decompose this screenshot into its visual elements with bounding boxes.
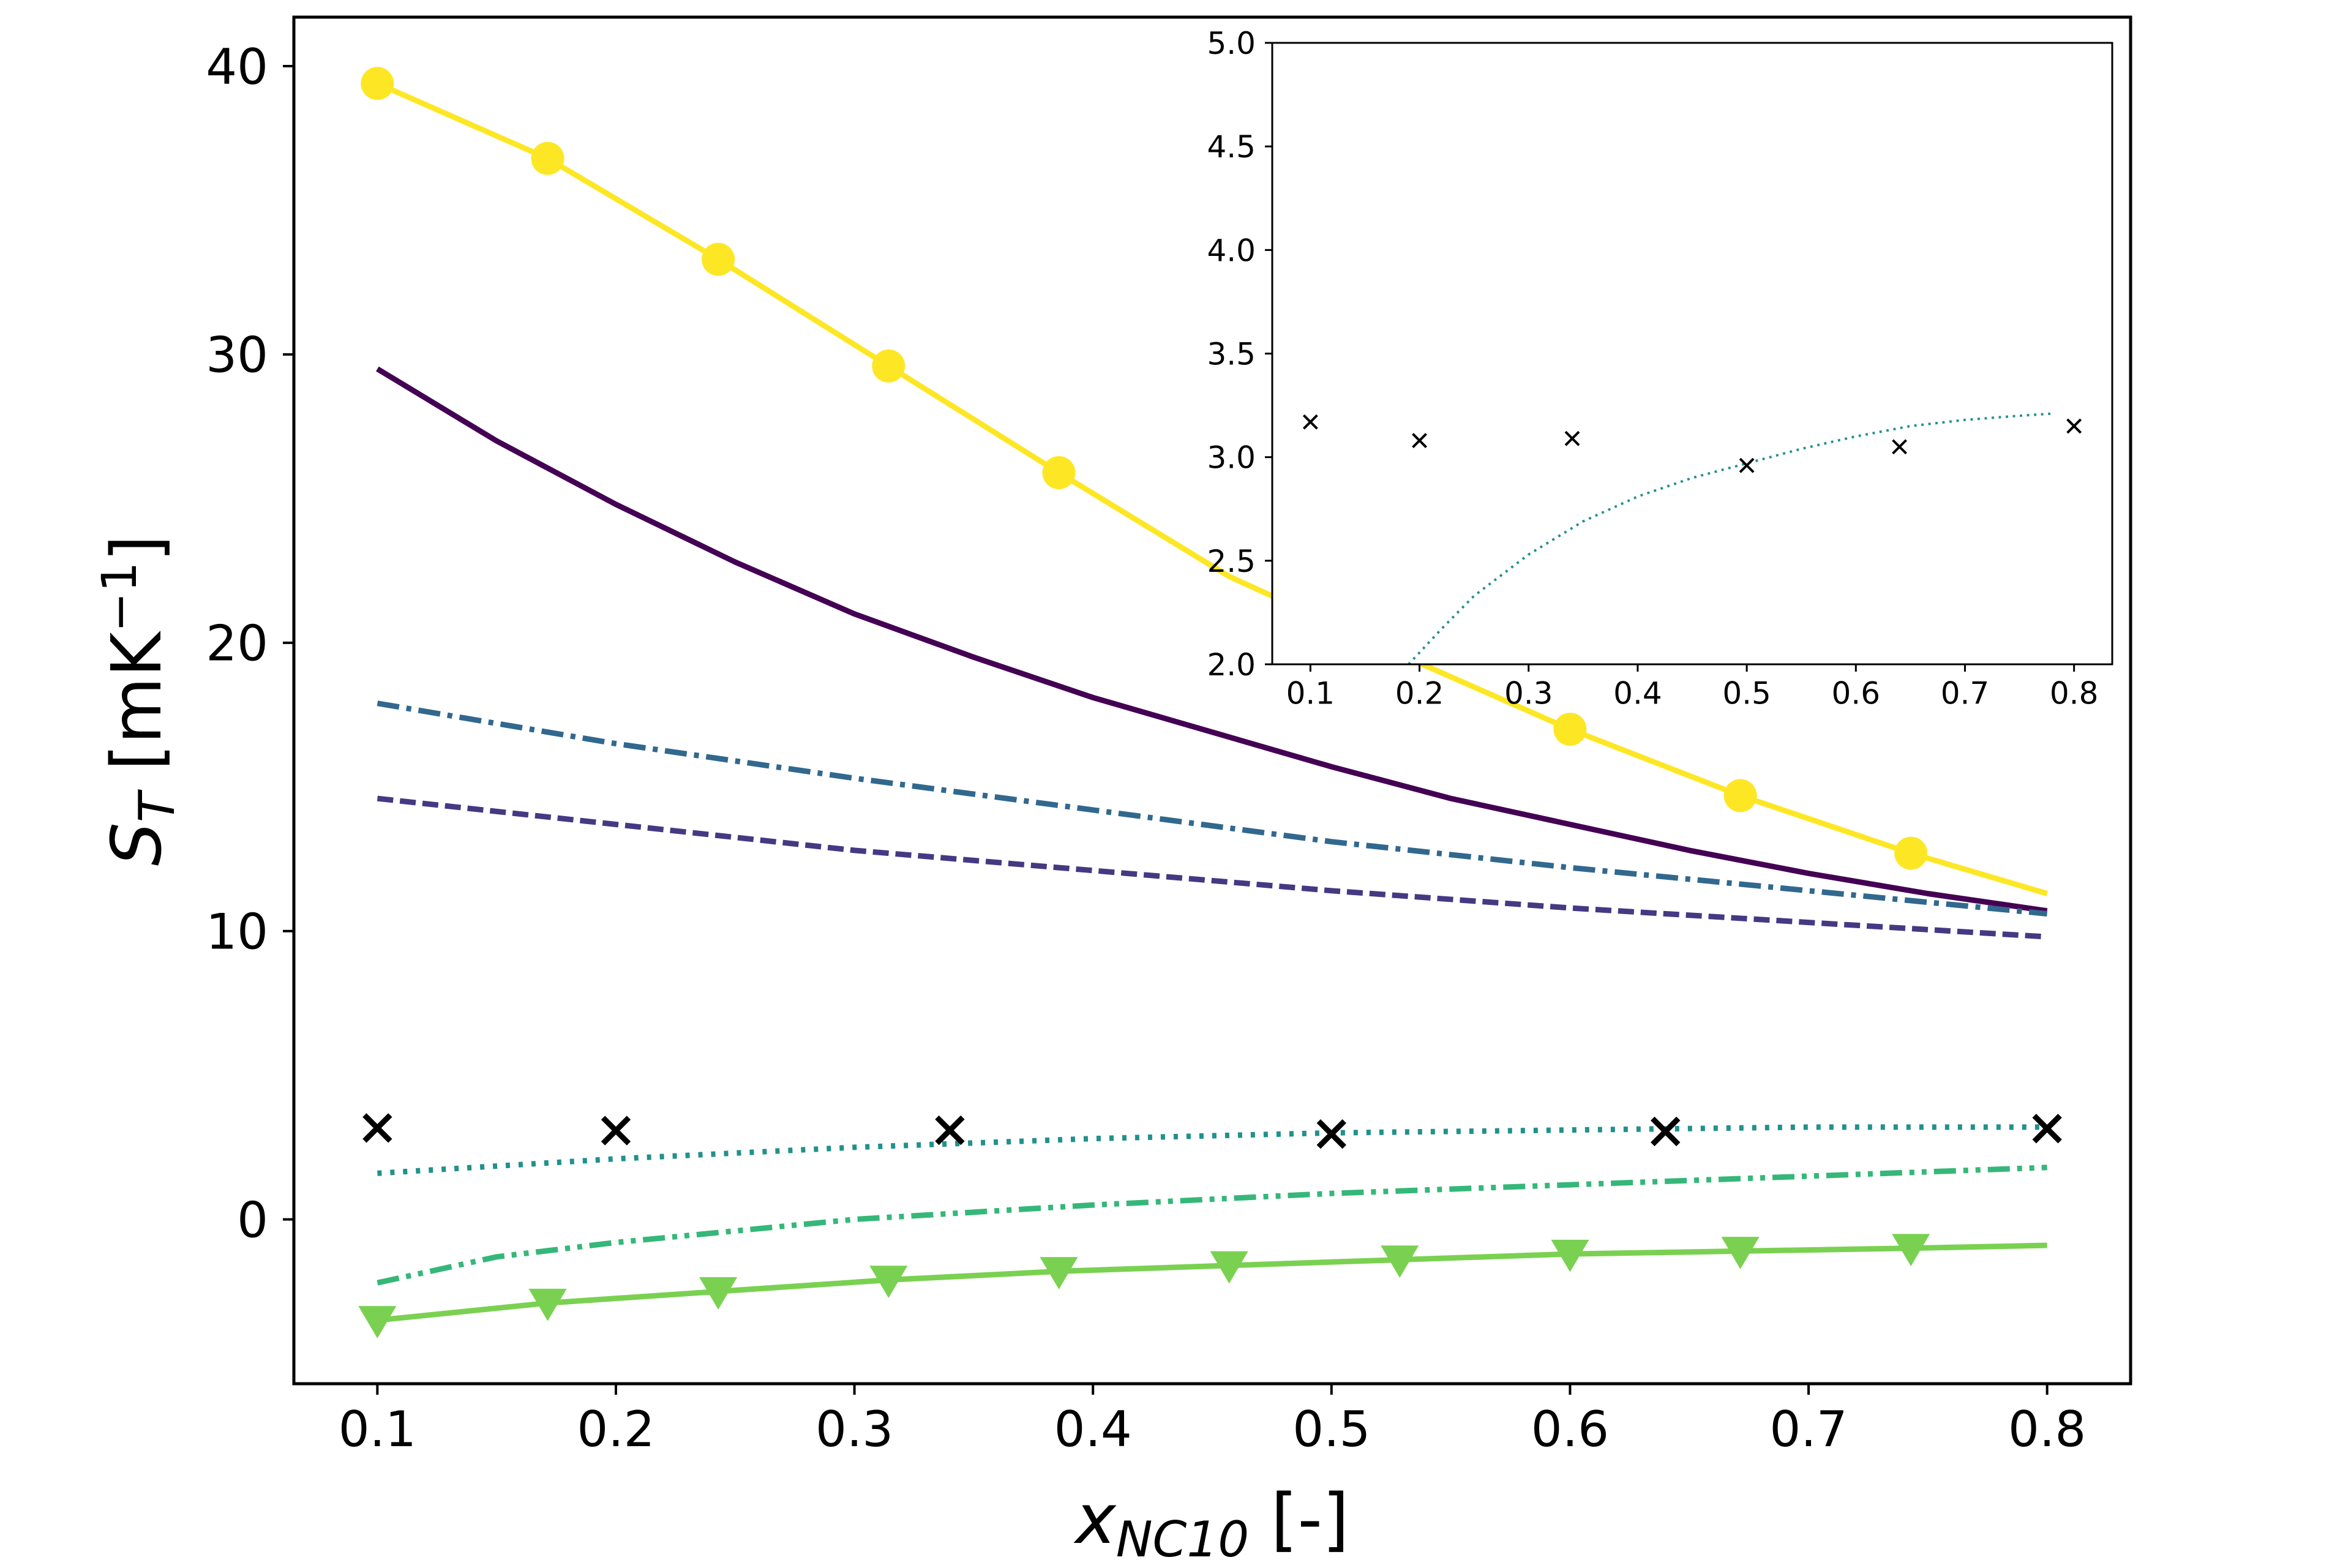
main-series-7-marker xyxy=(601,1116,631,1146)
main-y-tick-label: 20 xyxy=(206,615,268,672)
inset-x-tick-label: 0.2 xyxy=(1395,676,1444,711)
main-series-4-line xyxy=(377,1124,2047,1176)
inset-y-tick-label: 4.5 xyxy=(1207,129,1256,165)
inset-x-tick-label: 0.7 xyxy=(1941,676,1990,711)
main-series-0-marker xyxy=(1894,836,1928,870)
y-axis-label-unit-sup: −1 xyxy=(92,561,148,632)
main-series-0-marker xyxy=(872,349,906,383)
main-x-tick-label: 0.4 xyxy=(1054,1401,1132,1458)
main-series-6-marker xyxy=(1040,1257,1078,1289)
inset-x-tick-label: 0.4 xyxy=(1613,676,1662,711)
main-y-tick-label: 40 xyxy=(206,39,268,96)
main-series-0-line xyxy=(376,81,2048,896)
main-x-tick-label: 0.7 xyxy=(1769,1401,1847,1458)
inset-series-1-marker xyxy=(2066,418,2082,434)
main-series-7-marker xyxy=(362,1113,392,1143)
main-series-7-marker xyxy=(1316,1119,1346,1149)
inset-series-1-marker xyxy=(1564,430,1580,446)
main-series-6-marker xyxy=(1381,1245,1419,1278)
main-series-6-marker xyxy=(1721,1237,1760,1269)
main-series-7-marker xyxy=(2032,1114,2062,1144)
y-axis-label-unit: [mK xyxy=(97,631,177,792)
main-x-tick-label: 0.5 xyxy=(1292,1401,1370,1458)
main-axes: 0.1 0.2 0.3 0.4 0.5 0.6 0.7 0.8 0 10 20 30 40 xNC10… xyxy=(92,15,2132,1568)
inset-axes: 0.1 0.2 0.3 0.4 0.5 0.6 0.7 0.8 2.0 2.5 3.0 3.5 4.0… xyxy=(1207,26,2113,711)
main-series-7-marker xyxy=(1651,1116,1681,1147)
inset-series-1-marker xyxy=(1739,457,1755,473)
inset-y-tick-label: 4.0 xyxy=(1207,233,1256,268)
main-y-ticks: 0 10 20 30 40 xyxy=(206,39,294,1248)
main-series-2-line xyxy=(377,700,2048,917)
inset-x-tick-label: 0.6 xyxy=(1832,676,1881,711)
inset-x-ticks: 0.1 0.2 0.3 0.4 0.5 0.6 0.7 0.8 xyxy=(1286,664,2099,711)
main-series-1-line xyxy=(376,366,2048,914)
main-series-6-marker xyxy=(528,1288,567,1321)
main-y-tick-label: 0 xyxy=(237,1191,268,1248)
y-axis-label: ST [mK−1] xyxy=(92,535,186,866)
y-axis-label-unit-close: ] xyxy=(97,535,177,562)
main-x-tick-label: 0.1 xyxy=(339,1401,416,1458)
inset-series-1-marker xyxy=(1412,433,1427,449)
inset-y-tick-label: 2.5 xyxy=(1207,544,1256,579)
main-axes-frame xyxy=(292,15,2132,1386)
main-series-6-marker xyxy=(1210,1251,1248,1284)
main-series-6-marker xyxy=(699,1277,738,1310)
inset-series-1-marker xyxy=(1892,439,1907,455)
x-axis-label-sub: NC10 xyxy=(1116,1511,1250,1568)
main-series-3-line xyxy=(377,795,2047,940)
main-series-6-marker xyxy=(1551,1239,1589,1272)
main-series-5-line xyxy=(377,1165,2047,1286)
y-axis-label-var: S xyxy=(97,822,177,866)
main-y-tick-label: 10 xyxy=(206,904,268,961)
inset-x-tick-label: 0.8 xyxy=(2050,676,2099,711)
inset-y-ticks: 2.0 2.5 3.0 3.5 4.0 4.5 5.0 xyxy=(1207,26,1272,683)
main-x-tick-label: 0.3 xyxy=(816,1401,893,1458)
main-series-6-marker xyxy=(869,1266,908,1298)
main-series-0-marker xyxy=(1553,713,1587,746)
inset-x-tick-label: 0.3 xyxy=(1504,676,1553,711)
main-series-0-marker xyxy=(702,242,735,276)
inset-x-tick-label: 0.5 xyxy=(1722,676,1771,711)
main-x-tick-label: 0.6 xyxy=(1531,1401,1609,1458)
inset-y-tick-label: 3.5 xyxy=(1207,337,1256,372)
inset-background xyxy=(1272,43,2112,664)
inset-x-tick-label: 0.1 xyxy=(1286,676,1335,711)
main-x-tick-label: 0.8 xyxy=(2008,1401,2086,1458)
x-axis-label-var: x xyxy=(1073,1480,1117,1559)
main-series-0-marker xyxy=(531,141,564,175)
main-series-6-marker xyxy=(1892,1234,1930,1267)
main-series-7-marker xyxy=(935,1115,965,1146)
inset-y-tick-label: 3.0 xyxy=(1207,440,1256,476)
inset-y-tick-label: 5.0 xyxy=(1207,26,1256,61)
x-axis-label-unit: [-] xyxy=(1249,1480,1349,1559)
main-series-0-marker xyxy=(361,67,394,100)
main-series-0-marker xyxy=(1723,779,1757,812)
x-axis-label: xNC10 [-] xyxy=(1073,1480,1349,1568)
inset-series-1-marker xyxy=(1302,414,1318,430)
main-series-group xyxy=(358,67,2062,1338)
main-series-0-marker xyxy=(1042,456,1076,489)
main-y-tick-label: 30 xyxy=(206,327,268,384)
inset-y-tick-label: 2.0 xyxy=(1207,647,1256,683)
inset-series-0-line xyxy=(1408,412,2053,664)
inset-series-group xyxy=(1302,412,2082,664)
main-x-ticks: 0.1 0.2 0.3 0.4 0.5 0.6 0.7 0.8 xyxy=(339,1384,2086,1458)
main-x-tick-label: 0.2 xyxy=(577,1401,654,1458)
main-series-6-marker xyxy=(358,1306,397,1338)
y-axis-label-sub: T xyxy=(129,789,186,822)
